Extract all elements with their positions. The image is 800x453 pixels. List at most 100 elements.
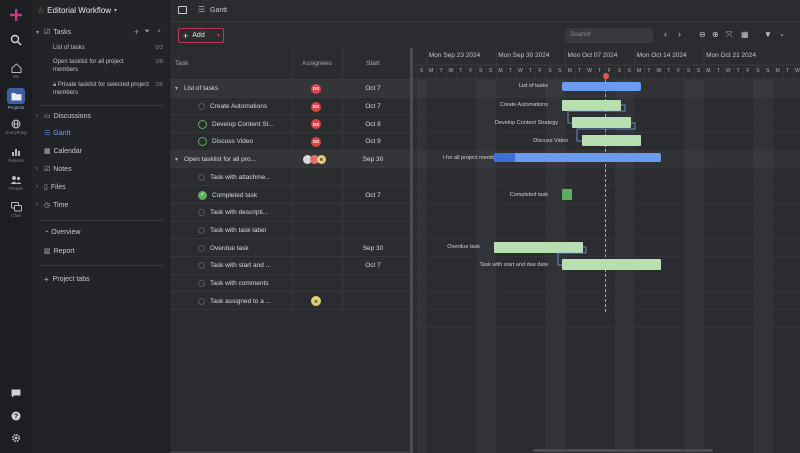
status-circle[interactable]	[198, 297, 205, 305]
table-row[interactable]: Task with descripti...	[170, 204, 411, 222]
nav-item-notes[interactable]: › ☑ Notes	[36, 165, 165, 174]
chevron-down-icon: ▾	[216, 33, 220, 39]
settings-button[interactable]	[0, 433, 32, 443]
column-header-assignees[interactable]: Assignees	[302, 60, 332, 67]
zoom-in-icon[interactable]: ⊕	[712, 30, 719, 39]
status-circle[interactable]	[198, 262, 205, 270]
table-row[interactable]: Task with comments	[170, 275, 411, 293]
filter-icon[interactable]: ▼	[764, 30, 772, 39]
fit-icon[interactable]: ⤧	[726, 30, 733, 39]
add-button[interactable]: + Add ▾	[178, 28, 224, 43]
svg-text:?: ?	[14, 414, 18, 421]
today-line	[605, 74, 606, 312]
add-tasklist-icon[interactable]: +	[133, 27, 139, 37]
table-row[interactable]: ▾ Open tasklist for all pro... R Sep 30	[170, 150, 411, 169]
table-row[interactable]: Overdue task Sep 30	[170, 239, 411, 257]
task-bar[interactable]	[562, 259, 661, 270]
start-date: Sep 30	[362, 156, 384, 164]
project-tabs-button[interactable]: + Project tabs	[44, 275, 165, 284]
table-row[interactable]: Task with attachme...	[170, 169, 411, 187]
start-date: Sep 30	[362, 244, 384, 252]
day-label: T	[786, 68, 790, 74]
project-title[interactable]: ☆ Editorial Workflow ▾	[37, 6, 117, 15]
task-name: Develop Content St...	[212, 120, 274, 128]
rail-item-chat[interactable]: Chat	[0, 202, 32, 218]
zoom-out-icon[interactable]: ⊖	[699, 30, 706, 39]
status-circle[interactable]	[198, 119, 207, 129]
create-button[interactable]	[0, 8, 32, 22]
table-row[interactable]: Task assigned to a ... R	[170, 292, 411, 311]
status-circle[interactable]	[198, 173, 205, 181]
tasklist-item[interactable]: 🔒︎ Private tasklist for selected project…	[53, 81, 163, 97]
chevron-right-icon[interactable]: ›	[678, 29, 681, 39]
tasklist-item[interactable]: List of tasks 0/3	[53, 44, 163, 52]
bar-label: Completed task	[509, 192, 548, 198]
plus-icon	[10, 9, 22, 21]
table-row[interactable]: ✓ Completed task Oct 7	[170, 186, 411, 204]
search-button[interactable]	[0, 34, 32, 46]
status-circle[interactable]	[198, 244, 205, 252]
messages-button[interactable]	[0, 389, 32, 398]
pane-splitter[interactable]	[410, 48, 413, 453]
calendar-icon[interactable]: ▦	[741, 30, 749, 39]
horizontal-scrollbar[interactable]	[170, 451, 411, 453]
rail-item-people[interactable]: People	[0, 175, 32, 191]
chevron-down-icon[interactable]: ▾	[175, 86, 179, 93]
column-header-task[interactable]: Task	[175, 60, 189, 67]
search-input[interactable]: Search	[565, 28, 653, 43]
star-icon[interactable]: ☆	[37, 6, 45, 15]
day-label: S	[478, 68, 483, 74]
tasks-section[interactable]: ▾ ☑ Tasks + ⏷ ⌕	[36, 27, 165, 37]
nav-item-calendar[interactable]: ▦ Calendar	[44, 147, 165, 156]
task-bar[interactable]	[562, 99, 621, 111]
tasklist-label: List of tasks	[53, 45, 85, 51]
nav-item-gantt[interactable]: ☰ Gantt	[44, 129, 165, 138]
check-icon[interactable]: ✓	[198, 190, 207, 200]
table-row[interactable]: Discuss Video DS Oct 9	[170, 133, 411, 151]
task-bar[interactable]	[572, 117, 631, 129]
horizontal-scrollbar[interactable]	[533, 449, 713, 452]
rail-item-reports[interactable]: Reports	[0, 147, 32, 163]
rail-item-everything[interactable]: Everything	[0, 119, 32, 135]
status-circle[interactable]	[198, 209, 205, 217]
table-row[interactable]: Task with start and ... Oct 7	[170, 257, 411, 275]
chevron-down-icon[interactable]: ▾	[175, 157, 179, 164]
nav-item-overview[interactable]: ◔ Overview	[44, 229, 165, 236]
status-circle[interactable]	[198, 280, 205, 288]
help-button[interactable]: ?	[0, 411, 32, 421]
avatar	[310, 155, 319, 165]
filter-icon[interactable]: ⏷	[144, 28, 150, 35]
task-bar[interactable]	[494, 241, 583, 253]
day-label: T	[528, 68, 532, 74]
table-row[interactable]: ▾ List of tasks DS Oct 7	[170, 80, 411, 98]
status-circle[interactable]	[198, 103, 205, 111]
tasklist-count: 0/3	[155, 45, 163, 51]
nav-item-discussions[interactable]: › ▭ Discussions	[36, 112, 165, 121]
nav-item-report[interactable]: ▥ Report	[44, 247, 165, 256]
avatar-group: R	[303, 151, 326, 169]
task-bar[interactable]	[562, 189, 572, 200]
day-label: M	[567, 68, 572, 74]
column-header-start[interactable]: Start	[366, 60, 380, 67]
chevron-left-icon[interactable]: ‹	[664, 29, 667, 39]
tasklist-item[interactable]: Open tasklist for all project members 1/…	[53, 58, 163, 74]
rail-item-me[interactable]: Me	[0, 63, 32, 79]
status-circle[interactable]	[198, 137, 207, 147]
rail-item-projects[interactable]: Projects	[0, 88, 32, 110]
task-name: Task with start and ...	[210, 262, 272, 270]
start-date: Oct 9	[365, 138, 381, 146]
day-label: T	[716, 68, 720, 74]
tasklist-bar[interactable]	[562, 82, 641, 91]
search-icon[interactable]: ⌕	[157, 28, 161, 35]
table-row[interactable]: Create Automations DS Oct 7	[170, 98, 411, 116]
day-label: F	[469, 68, 473, 74]
status-circle[interactable]	[198, 226, 205, 234]
table-row[interactable]: Develop Content St... DS Oct 8	[170, 115, 411, 134]
nav-item-time[interactable]: › ◷ Time	[36, 201, 165, 210]
chevron-down-icon[interactable]: ⌄	[779, 31, 785, 38]
tasklist-bar[interactable]	[494, 152, 661, 162]
sidebar-toggle-icon[interactable]	[178, 6, 187, 14]
table-row[interactable]: Task with task label	[170, 222, 411, 240]
nav-item-files[interactable]: › ▯ Files	[36, 183, 165, 192]
task-bar[interactable]	[582, 135, 641, 146]
